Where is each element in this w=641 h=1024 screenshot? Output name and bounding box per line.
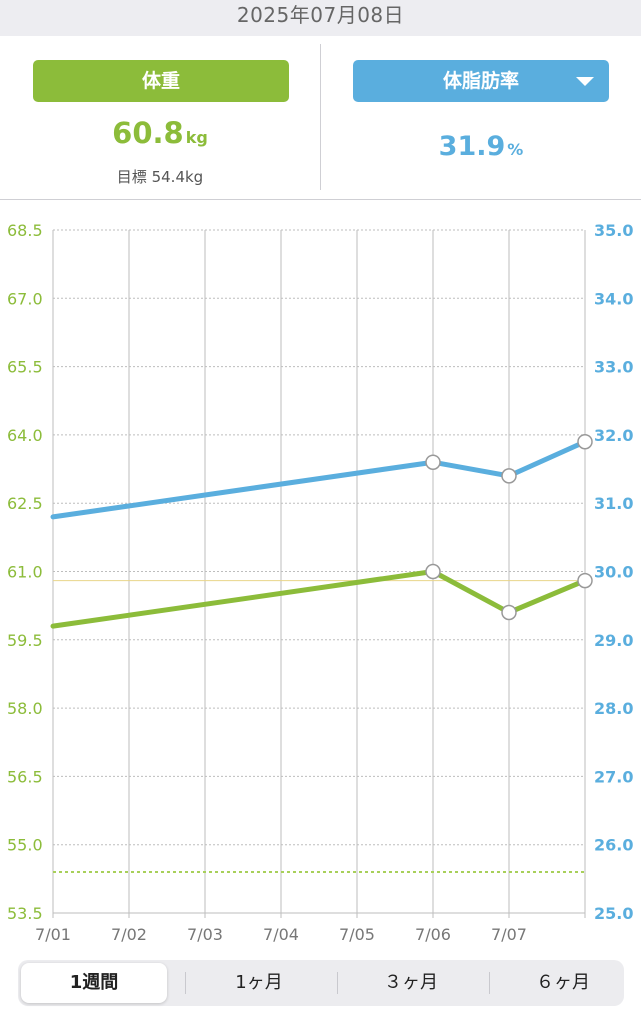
- date-header: 2025年07月08日: [0, 0, 641, 36]
- x-tick-label: 7/07: [491, 925, 527, 944]
- left-tick-label: 68.5: [7, 221, 43, 240]
- body-fat-point: [577, 433, 593, 450]
- body-fat-value: 31.9%: [321, 131, 641, 162]
- period-tab-3-months[interactable]: ３ヶ月: [384, 972, 438, 993]
- left-tick-label: 58.0: [7, 699, 43, 718]
- panel-divider: [320, 44, 321, 190]
- right-tick-label: 35.0: [594, 221, 633, 240]
- left-tick-label: 59.5: [7, 631, 43, 650]
- x-tick-label: 7/03: [187, 925, 223, 944]
- trend-chart: 68.5 35.0 67.0 34.0 65.5 33.0 64.0 32.0 62.5 31.0…: [0, 200, 641, 950]
- period-separator: [337, 972, 338, 994]
- right-tick-label: 30.0: [594, 563, 633, 582]
- right-tick-label: 33.0: [594, 358, 633, 377]
- body-fat-label: 体脂肪率: [442, 70, 519, 92]
- weight-metric-button[interactable]: 体重: [33, 60, 289, 102]
- left-tick-label: 67.0: [7, 289, 43, 308]
- body-fat-panel: 体脂肪率 31.9%: [321, 36, 641, 200]
- x-tick-label: 7/04: [263, 925, 299, 944]
- body-fat-unit: %: [507, 140, 524, 159]
- body-fat-number: 31.9: [438, 131, 506, 162]
- right-tick-label: 25.0: [594, 904, 633, 923]
- weight-line: [50, 569, 588, 629]
- period-separator: [489, 972, 490, 994]
- period-selector: 1週間 1ヶ月 ３ヶ月 ６ヶ月: [18, 960, 624, 1006]
- weight-point: [425, 563, 441, 580]
- weight-point: [577, 572, 593, 589]
- left-tick-label: 53.5: [7, 904, 43, 923]
- period-tab-1-month[interactable]: 1ヶ月: [235, 972, 283, 993]
- weight-value: 60.8 kg: [0, 116, 320, 150]
- x-tick-label: 7/05: [339, 925, 375, 944]
- weight-point: [501, 604, 517, 621]
- left-tick-label: 55.0: [7, 836, 43, 855]
- goal-value: 54.4kg: [151, 168, 204, 186]
- right-tick-label: 28.0: [594, 699, 633, 718]
- body-fat-metric-dropdown[interactable]: 体脂肪率: [353, 60, 609, 102]
- body-fat-line: [50, 439, 588, 520]
- goal-label: 目標: [116, 168, 147, 186]
- left-tick-label: 65.5: [7, 358, 43, 377]
- x-tick-label: 7/06: [415, 925, 451, 944]
- left-tick-label: 62.5: [7, 494, 43, 513]
- right-tick-label: 31.0: [594, 494, 633, 513]
- body-fat-point: [501, 468, 517, 484]
- period-tab-6-months[interactable]: ６ヶ月: [536, 972, 590, 993]
- left-tick-label: 64.0: [7, 426, 43, 445]
- right-tick-label: 32.0: [594, 426, 633, 445]
- right-tick-label: 29.0: [594, 631, 633, 650]
- body-fat-point: [425, 454, 441, 470]
- period-separator: [185, 972, 186, 994]
- chart-svg: 68.5 35.0 67.0 34.0 65.5 33.0 64.0 32.0 62.5 31.0…: [7, 221, 633, 944]
- right-tick-label: 26.0: [594, 836, 633, 855]
- x-tick-label: 7/01: [35, 925, 71, 944]
- right-tick-label: 27.0: [594, 767, 633, 786]
- header-divider: [0, 199, 641, 200]
- caret-down-icon: [576, 77, 594, 86]
- right-tick-label: 34.0: [594, 289, 633, 308]
- weight-goal: 目標 54.4kg: [0, 166, 320, 187]
- weight-unit: kg: [185, 128, 208, 147]
- x-tick-label: 7/02: [111, 925, 147, 944]
- weight-panel: 体重 60.8 kg 目標 54.4kg: [0, 36, 320, 200]
- weight-number: 60.8: [112, 116, 184, 150]
- left-tick-label: 61.0: [7, 563, 43, 582]
- period-tab-1-week[interactable]: 1週間: [21, 963, 167, 1003]
- left-tick-label: 56.5: [7, 767, 43, 786]
